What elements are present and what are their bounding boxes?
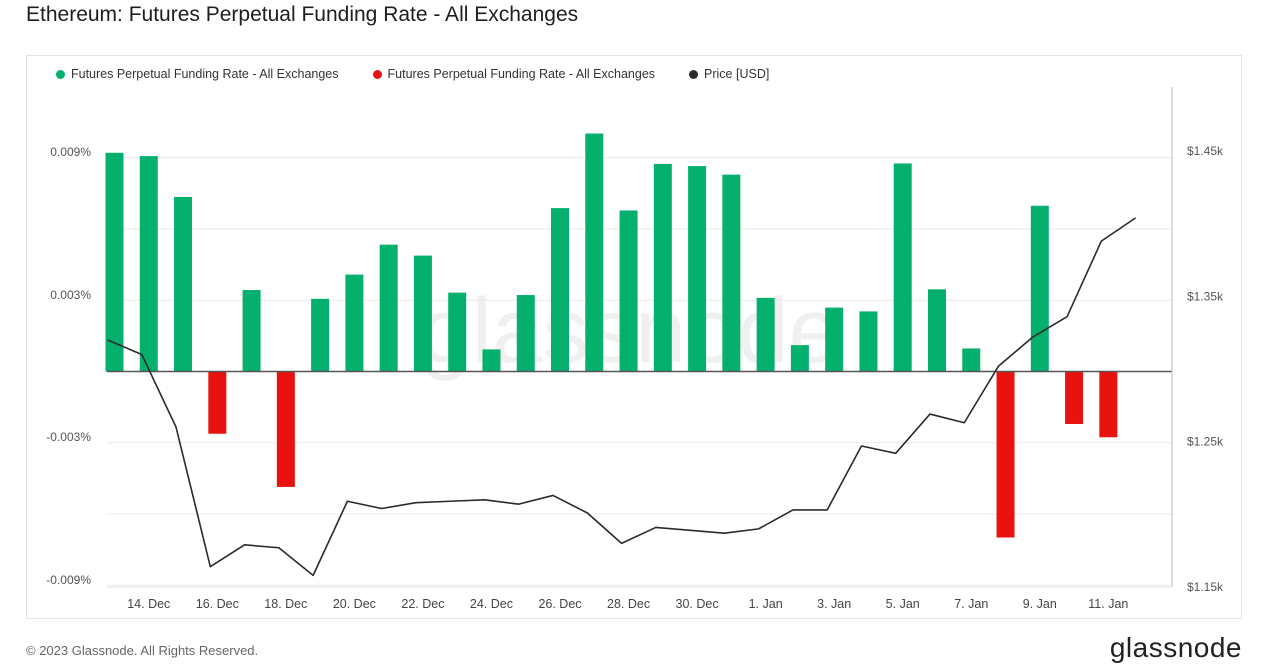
- bar-positive: [585, 133, 604, 372]
- bar-negative: [996, 371, 1015, 538]
- legend-label: Price [USD]: [704, 67, 770, 81]
- x-tick-label: 24. Dec: [470, 597, 513, 611]
- x-tick-label: 5. Jan: [886, 597, 920, 611]
- x-tick-label: 16. Dec: [196, 597, 239, 611]
- x-tick-label: 18. Dec: [264, 597, 307, 611]
- legend: Futures Perpetual Funding Rate - All Exc…: [56, 67, 769, 81]
- x-tick-label: 28. Dec: [607, 597, 650, 611]
- legend-dot-black-icon: [689, 69, 699, 79]
- x-tick-label: 26. Dec: [538, 597, 581, 611]
- x-tick-label: 30. Dec: [676, 597, 719, 611]
- bar-positive: [413, 255, 432, 372]
- price-line: [107, 217, 1137, 577]
- x-tick-label: 11. Jan: [1088, 597, 1128, 611]
- legend-label: Futures Perpetual Funding Rate - All Exc…: [387, 67, 656, 81]
- legend-item-price[interactable]: Price [USD]: [689, 67, 769, 81]
- x-tick-label: 22. Dec: [401, 597, 444, 611]
- bar-positive: [790, 345, 809, 372]
- bar-positive: [345, 274, 364, 372]
- y-left-tick-label: 0.003%: [50, 288, 91, 302]
- bar-positive: [482, 349, 501, 372]
- bar-positive: [859, 311, 878, 372]
- bar-positive: [105, 152, 124, 372]
- bar-positive: [551, 208, 570, 372]
- bar-positive: [962, 348, 981, 372]
- bar-positive: [379, 244, 398, 372]
- bar-positive: [893, 163, 912, 372]
- bar-positive: [174, 196, 193, 372]
- x-tick-label: 14. Dec: [127, 597, 170, 611]
- bar-positive: [1030, 205, 1049, 372]
- legend-dot-green-icon: [56, 69, 65, 79]
- bar-positive: [139, 156, 158, 372]
- y-axis-labels: 0.009% 0.003% -0.003% -0.009% $1.45k $1.35k $1…: [46, 144, 1224, 594]
- x-tick-label: 3. Jan: [817, 597, 851, 611]
- brand-logo: glassnode: [1109, 632, 1242, 663]
- bar-positive: [311, 298, 330, 372]
- legend-item-funding-positive[interactable]: Futures Perpetual Funding Rate - All Exc…: [56, 67, 339, 81]
- legend-item-funding-negative[interactable]: Futures Perpetual Funding Rate - All Exc…: [372, 67, 656, 81]
- gridlines: [107, 157, 1172, 586]
- bar-positive: [756, 297, 775, 372]
- y-right-tick-label: $1.35k: [1187, 289, 1224, 303]
- x-axis-labels: 14. Dec 16. Dec 18. Dec 20. Dec 22. Dec 24. D…: [127, 597, 1128, 611]
- bar-negative: [1065, 371, 1084, 424]
- y-left-tick-label: -0.003%: [46, 430, 91, 444]
- bar-negative: [276, 371, 295, 487]
- bar-negative: [208, 371, 227, 434]
- x-tick-label: 1. Jan: [749, 597, 783, 611]
- y-right-tick-label: $1.25k: [1187, 435, 1224, 449]
- y-left-tick-label: -0.009%: [46, 573, 91, 587]
- x-tick-label: 9. Jan: [1023, 597, 1057, 611]
- bar-positive: [242, 290, 261, 372]
- y-left-tick-label: 0.009%: [50, 145, 91, 159]
- bar-positive: [516, 295, 535, 372]
- copyright: © 2023 Glassnode. All Rights Reserved.: [26, 643, 259, 658]
- y-right-tick-label: $1.45k: [1187, 144, 1224, 158]
- bars: [105, 133, 1118, 538]
- bar-positive: [619, 210, 638, 372]
- x-tick-label: 7. Jan: [954, 597, 988, 611]
- legend-dot-red-icon: [372, 69, 382, 79]
- y-right-tick-label: $1.15k: [1187, 580, 1224, 594]
- chart-title: Ethereum: Futures Perpetual Funding Rate…: [26, 3, 579, 26]
- legend-label: Futures Perpetual Funding Rate - All Exc…: [71, 67, 339, 81]
- bar-positive: [825, 307, 844, 372]
- bar-positive: [722, 174, 741, 372]
- bar-negative: [1099, 371, 1118, 438]
- bar-positive: [927, 289, 946, 372]
- price-series: [107, 217, 1137, 577]
- x-tick-label: 20. Dec: [333, 597, 376, 611]
- bar-positive: [448, 292, 467, 372]
- bar-positive: [653, 163, 672, 372]
- bar-positive: [688, 166, 707, 372]
